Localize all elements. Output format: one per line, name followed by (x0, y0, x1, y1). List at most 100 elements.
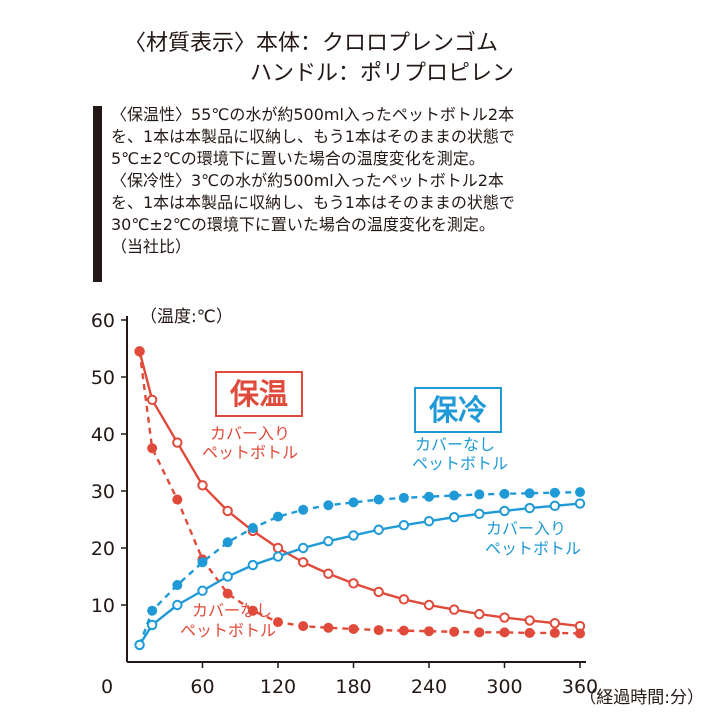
x-tick-label: 0 (101, 676, 113, 698)
data-point (398, 625, 409, 636)
data-point (549, 487, 560, 498)
data-point (499, 627, 510, 638)
data-point (197, 557, 208, 568)
data-point (134, 639, 145, 651)
data-point (474, 608, 485, 620)
temperature-chart: 10 20 30 40 50 60 0 60 120 180 240 300 360 （温度:℃） （経… (91, 307, 704, 708)
data-point (273, 617, 283, 628)
data-point (474, 489, 485, 500)
data-point (424, 626, 434, 637)
data-point (298, 504, 309, 515)
data-point (398, 492, 409, 503)
x-tick-label: 360 (562, 676, 598, 698)
data-point (575, 628, 585, 639)
data-point (147, 443, 158, 454)
data-point (222, 588, 233, 599)
x-axis-label: （経過時間:分） (579, 688, 704, 708)
data-point (172, 494, 183, 505)
data-point (574, 498, 586, 509)
data-point (348, 530, 359, 541)
description-line: （当社比） (111, 237, 192, 256)
data-point (146, 394, 158, 406)
x-tick-label: 240 (411, 676, 447, 698)
legend-warm-cover-line2: ペットボトル (202, 443, 298, 462)
data-point (348, 623, 359, 634)
legend-cool-nocover-line1: カバーなし (415, 435, 495, 454)
data-point (423, 599, 435, 611)
y-tick-label: 40 (91, 424, 115, 446)
data-point (247, 605, 258, 616)
test-description: 〈保温性〉55℃の水が約500ml入ったペットボトル2本 を、1本は本製品に収納… (93, 104, 653, 282)
data-point (297, 557, 309, 568)
legend-cool-box (414, 387, 502, 433)
legend-warm: 保温 カバー入り ペットボトル カバーなし ペットボトル (180, 371, 303, 640)
data-point (499, 505, 510, 517)
legend-cool-cover-line2: ペットボトル (485, 539, 581, 558)
series-cool_nocover (134, 487, 585, 650)
data-point (147, 605, 158, 616)
data-point (423, 516, 435, 527)
data-point (323, 622, 334, 633)
data-point (272, 551, 284, 562)
data-point (499, 488, 510, 499)
material-line-body: 〈材質表示〉本体：クロロプレンゴム (124, 31, 499, 56)
chart-axes: 10 20 30 40 50 60 0 60 120 180 240 300 360 (91, 310, 598, 698)
data-point (297, 542, 309, 554)
data-point (247, 523, 258, 534)
series-warm_cover (134, 346, 586, 632)
data-point (449, 626, 460, 637)
data-point (373, 586, 384, 598)
data-point (373, 625, 384, 636)
series-cool_cover (134, 498, 586, 651)
legend-cool-nocover-line2: ペットボトル (412, 454, 508, 473)
data-point (474, 627, 485, 638)
data-point (524, 488, 535, 499)
chart-labels: （温度:℃） （経過時間:分） 保温 カバー入り ペットボトル カバーなし ペッ… (140, 307, 704, 708)
description-line: を、1本は本製品に収納し、もう1本はそのままの状態で (111, 127, 515, 146)
data-point (524, 615, 535, 626)
data-point (146, 619, 158, 631)
data-point (524, 502, 535, 514)
data-point (172, 599, 183, 611)
y-tick-label: 60 (91, 310, 115, 332)
y-tick-label: 10 (91, 595, 115, 617)
description-line: を、1本は本製品に収納し、もう1本はそのままの状態で (111, 193, 515, 212)
data-point (222, 505, 233, 517)
x-tick-label: 60 (190, 676, 214, 698)
legend-warm-nocover-line1: カバーなし (192, 601, 272, 620)
description-bar (93, 106, 102, 282)
description-line: 〈保冷性〉3℃の水が約500ml入ったペットボトル2本 (111, 171, 504, 190)
data-point (424, 491, 434, 502)
legend-warm-cover-line1: カバー入り (210, 424, 290, 443)
data-point (323, 500, 334, 511)
data-point (474, 508, 485, 520)
chart-series (134, 346, 586, 651)
data-point (247, 559, 259, 571)
data-point (398, 520, 410, 531)
data-point (222, 571, 233, 582)
data-point (272, 542, 284, 554)
data-point (348, 497, 359, 508)
description-line: 〈保温性〉55℃の水が約500ml入ったペットボトル2本 (111, 105, 515, 124)
description-line: 30℃±2℃の環境下に置いた場合の温度変化を測定。 (111, 215, 495, 234)
data-point (448, 604, 460, 615)
series-warm_nocover (134, 346, 585, 639)
data-point (197, 585, 208, 596)
data-point (575, 487, 585, 498)
legend-warm-nocover-line2: ペットボトル (180, 621, 276, 640)
x-tick-label: 180 (335, 676, 371, 698)
data-point (549, 500, 561, 512)
data-point (373, 494, 384, 505)
legend-warm-title: 保温 (229, 377, 288, 411)
data-point (398, 594, 410, 605)
legend-cool-cover-line1: カバー入り (486, 519, 566, 538)
data-point (134, 346, 145, 357)
data-point (323, 568, 334, 579)
data-point (524, 627, 535, 638)
data-point (499, 612, 510, 623)
data-point (172, 580, 183, 591)
data-point (323, 535, 334, 547)
data-point (348, 578, 359, 589)
data-point (549, 627, 560, 638)
data-point (448, 512, 460, 523)
